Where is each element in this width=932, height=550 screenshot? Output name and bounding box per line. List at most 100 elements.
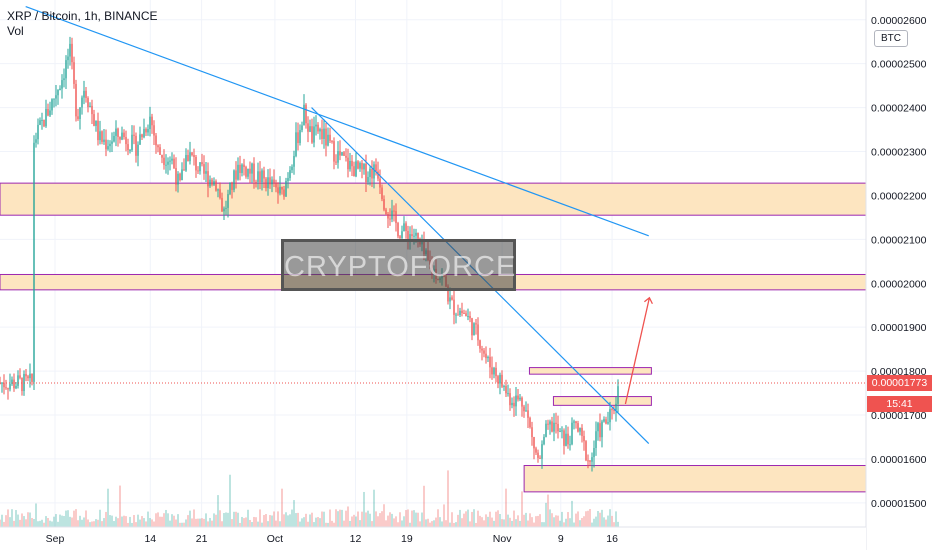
- candle-body: [179, 173, 181, 181]
- volume-bar: [523, 514, 525, 527]
- candle-body: [171, 158, 173, 161]
- currency-button[interactable]: BTC: [874, 30, 908, 47]
- candle-body: [121, 132, 123, 140]
- volume-bar: [367, 510, 369, 527]
- volume-bar: [291, 509, 293, 527]
- volume-bar: [147, 511, 149, 527]
- volume-bar: [309, 514, 311, 527]
- candle-body: [77, 116, 79, 119]
- candle-body: [563, 430, 565, 446]
- volume-bar: [23, 516, 25, 527]
- volume-bar: [139, 519, 141, 527]
- candle-body: [231, 182, 233, 190]
- candle-body: [115, 128, 117, 136]
- volume-bar: [299, 521, 301, 527]
- candle-body: [529, 417, 531, 428]
- candle-body: [411, 234, 413, 237]
- bar-countdown-tag: 15:41: [867, 395, 932, 412]
- candle-body: [453, 299, 455, 315]
- volume-bar: [507, 514, 509, 527]
- volume-bar: [205, 513, 207, 527]
- volume-bar: [275, 520, 277, 527]
- candle-body: [465, 313, 467, 317]
- x-tick-label: 9: [558, 533, 564, 545]
- volume-bar: [225, 512, 227, 527]
- y-tick-label: 0.00002400: [871, 103, 927, 115]
- candle-body: [287, 178, 289, 181]
- volume-bar: [85, 510, 87, 527]
- volume-bar: [195, 518, 197, 527]
- candle-body: [109, 143, 111, 147]
- candle-body: [601, 421, 603, 438]
- candle-body: [237, 164, 239, 180]
- candle-body: [15, 385, 17, 389]
- candle-body: [329, 134, 331, 141]
- candle-body: [455, 314, 457, 316]
- volume-bar: [59, 514, 61, 527]
- volume-bar: [117, 518, 119, 527]
- volume-bar: [1, 514, 3, 527]
- volume-bar: [401, 520, 403, 527]
- volume-bar: [237, 512, 239, 527]
- candle-body: [319, 129, 321, 132]
- candle-body: [193, 155, 195, 157]
- volume-bar: [191, 518, 193, 527]
- volume-bar: [119, 485, 121, 527]
- candle-body: [517, 395, 519, 400]
- candle-body: [511, 402, 513, 406]
- volume-bar: [517, 515, 519, 527]
- candle-body: [117, 128, 119, 137]
- volume-bar: [249, 519, 251, 527]
- candle-body: [89, 105, 91, 108]
- volume-bar: [363, 491, 365, 527]
- candle-body: [389, 218, 391, 220]
- candle-body: [353, 166, 355, 177]
- volume-bar: [181, 522, 183, 527]
- chart-title: XRP / Bitcoin, 1h, BINANCE: [7, 9, 158, 23]
- candle-body: [547, 423, 549, 425]
- candle-body: [91, 105, 93, 115]
- candle-body: [597, 423, 599, 432]
- volume-bar: [83, 517, 85, 527]
- candle-body: [113, 135, 115, 142]
- volume-bar: [553, 517, 555, 527]
- volume-bar: [221, 521, 223, 527]
- volume-bar: [69, 516, 71, 527]
- volume-bar: [473, 509, 475, 527]
- volume-bar: [105, 511, 107, 527]
- volume-bar: [19, 519, 21, 527]
- candle-body: [21, 377, 23, 392]
- candle-body: [493, 367, 495, 375]
- volume-bar: [157, 512, 159, 527]
- candle-body: [103, 139, 105, 142]
- candle-body: [531, 427, 533, 438]
- volume-bar: [421, 512, 423, 527]
- volume-bar: [325, 522, 327, 527]
- candle-body: [209, 179, 211, 187]
- volume-bar: [77, 520, 79, 527]
- volume-bar: [491, 517, 493, 527]
- volume-bar: [71, 517, 73, 527]
- candle-body: [379, 178, 381, 188]
- candle-body: [299, 130, 301, 144]
- candle-body: [503, 386, 505, 388]
- volume-bar: [73, 510, 75, 527]
- candle-body: [229, 182, 231, 195]
- volume-bar: [591, 522, 593, 527]
- candle-body: [197, 170, 199, 172]
- candle-body: [283, 189, 285, 197]
- candle-body: [413, 235, 415, 237]
- volume-bar: [519, 520, 521, 527]
- candle-body: [351, 160, 353, 167]
- volume-bar: [247, 509, 249, 527]
- candle-body: [555, 422, 557, 424]
- candle-body: [539, 457, 541, 459]
- volume-bar: [515, 519, 517, 527]
- candle-body: [487, 356, 489, 359]
- candle-body: [39, 120, 41, 125]
- volume-bar: [17, 514, 19, 527]
- candle-body: [119, 136, 121, 140]
- candle-body: [581, 427, 583, 436]
- candle-body: [191, 152, 193, 156]
